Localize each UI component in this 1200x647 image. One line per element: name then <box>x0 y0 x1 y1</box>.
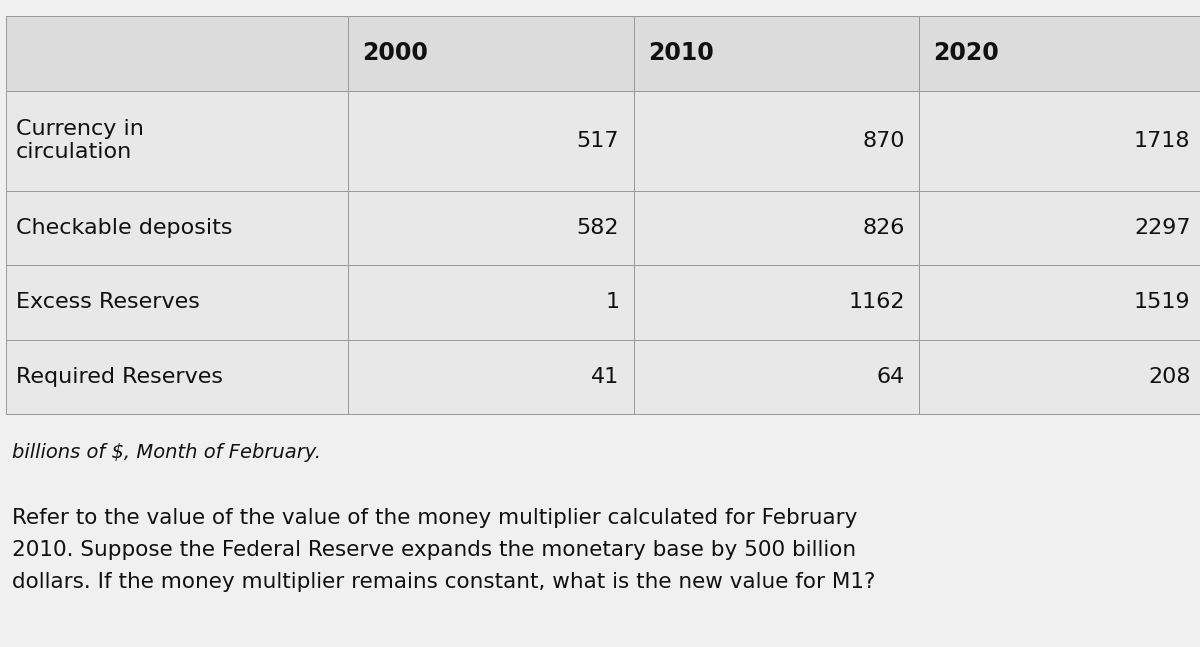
Bar <box>348 340 634 414</box>
Text: 2297: 2297 <box>1134 218 1190 238</box>
Text: 582: 582 <box>577 218 619 238</box>
Text: billions of $, Month of February.: billions of $, Month of February. <box>12 443 322 462</box>
Text: 1: 1 <box>605 292 619 313</box>
Text: 1718: 1718 <box>1134 131 1190 151</box>
Text: Refer to the value of the value of the money multiplier calculated for February
: Refer to the value of the value of the m… <box>12 508 875 592</box>
Text: 2020: 2020 <box>934 41 1000 65</box>
Text: 2010: 2010 <box>648 41 714 65</box>
Bar <box>919 265 1200 340</box>
Bar <box>6 265 348 340</box>
Bar <box>6 16 348 91</box>
Text: 517: 517 <box>577 131 619 151</box>
Text: Required Reserves: Required Reserves <box>16 367 223 387</box>
Text: Checkable deposits: Checkable deposits <box>16 218 232 238</box>
Text: 41: 41 <box>590 367 619 387</box>
Bar <box>634 265 919 340</box>
Bar <box>634 191 919 265</box>
Text: 1519: 1519 <box>1134 292 1190 313</box>
Bar <box>348 265 634 340</box>
Text: 870: 870 <box>863 131 905 151</box>
Bar <box>634 340 919 414</box>
Text: 64: 64 <box>876 367 905 387</box>
Bar <box>919 91 1200 191</box>
Bar <box>919 16 1200 91</box>
Bar <box>6 340 348 414</box>
Text: Excess Reserves: Excess Reserves <box>16 292 199 313</box>
Bar <box>919 191 1200 265</box>
Bar <box>634 16 919 91</box>
Bar <box>348 91 634 191</box>
Bar <box>634 91 919 191</box>
Bar <box>919 340 1200 414</box>
Bar <box>6 91 348 191</box>
Text: 208: 208 <box>1148 367 1190 387</box>
Bar <box>6 191 348 265</box>
Text: 1162: 1162 <box>848 292 905 313</box>
Bar <box>348 191 634 265</box>
Bar <box>348 16 634 91</box>
Text: 826: 826 <box>863 218 905 238</box>
Text: Currency in
circulation: Currency in circulation <box>16 119 144 162</box>
Text: 2000: 2000 <box>362 41 428 65</box>
